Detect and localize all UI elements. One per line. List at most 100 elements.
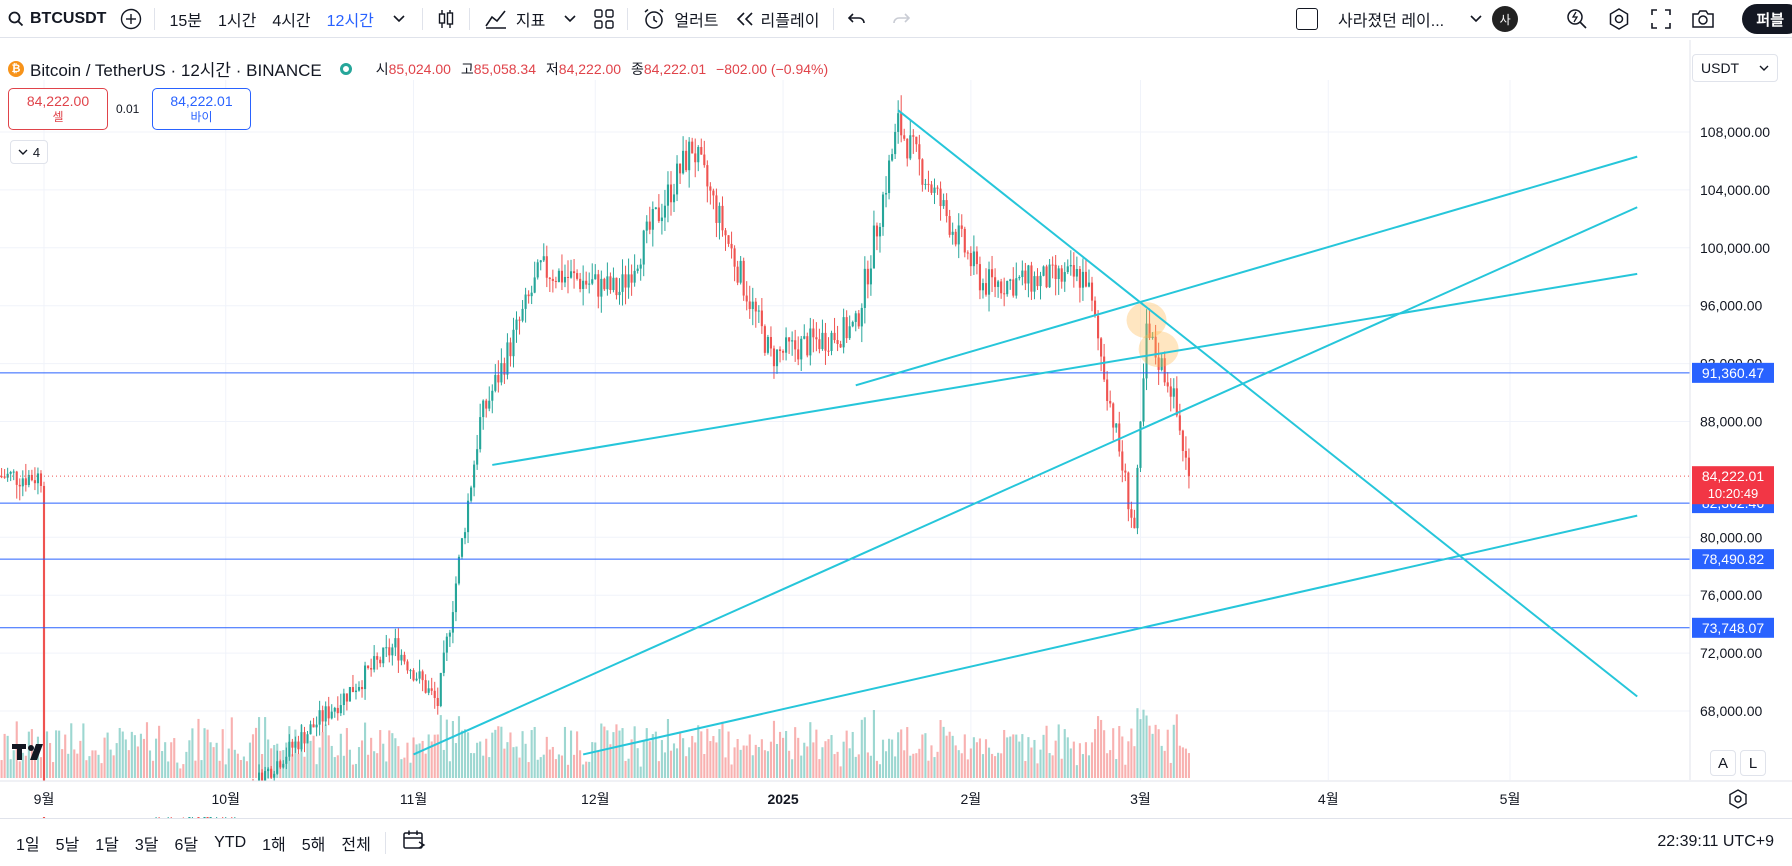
- timeframe-12h[interactable]: 12시간: [326, 12, 374, 30]
- candle: [872, 210, 875, 269]
- candle: [27, 470, 30, 488]
- layout-selector[interactable]: 사라졌던 레이... 사: [1296, 0, 1519, 38]
- volume-bar: [491, 732, 494, 778]
- quick-search-button[interactable]: [1560, 2, 1594, 36]
- volume-bar: [612, 732, 615, 778]
- timeframe-dropdown[interactable]: [382, 2, 416, 36]
- candle-body: [630, 274, 633, 283]
- axis-settings-icon: [1729, 789, 1747, 809]
- avatar[interactable]: 사: [1492, 6, 1519, 32]
- range-ytd[interactable]: YTD: [214, 833, 247, 851]
- candle-body: [751, 301, 754, 310]
- candle: [270, 766, 273, 780]
- candle: [833, 317, 836, 344]
- candle: [966, 250, 969, 260]
- candle: [785, 327, 788, 361]
- candle: [433, 681, 436, 709]
- volume-bar: [763, 750, 766, 778]
- add-symbol-button[interactable]: [114, 2, 148, 36]
- price-chart[interactable]: 108,000.00 104,000.00 100,000.00 96,000.00 9…: [0, 40, 1792, 820]
- indicators-dropdown[interactable]: [553, 2, 587, 36]
- change-value: −802.00 (−0.94%): [716, 60, 829, 77]
- replay-button[interactable]: 리플레이: [727, 0, 828, 38]
- candle: [733, 245, 736, 282]
- candle-body: [800, 338, 803, 360]
- volume-bar: [1054, 740, 1057, 778]
- volume-bar: [557, 754, 560, 778]
- log-scale-button[interactable]: L: [1740, 750, 1766, 776]
- clock[interactable]: 22:39:11 UTC+9: [1657, 833, 1774, 850]
- candle: [697, 145, 700, 172]
- volume-bar: [497, 726, 500, 778]
- chart-type-button[interactable]: [429, 2, 463, 36]
- volume-bar: [990, 753, 994, 778]
- candle: [527, 290, 530, 304]
- buy-button[interactable]: 84,222.01 바이: [152, 88, 251, 130]
- checkbox-icon: [1296, 8, 1318, 30]
- candle: [1015, 262, 1018, 299]
- settings-button[interactable]: [1602, 2, 1636, 36]
- candle-body: [385, 647, 388, 649]
- volume-bar: [1181, 747, 1184, 778]
- volume-bar: [1130, 728, 1133, 778]
- volume-bar: [55, 730, 58, 778]
- buy-label: 바이: [190, 110, 213, 124]
- candle-body: [457, 556, 461, 584]
- date-range-button[interactable]: [392, 829, 436, 856]
- candle: [421, 669, 424, 692]
- price-tags: 91,360.4782,362.4678,490.8273,748.0784,2…: [1692, 362, 1774, 638]
- candle: [884, 176, 888, 208]
- symbol-search[interactable]: BTCUSDT: [0, 0, 114, 38]
- snapshot-button[interactable]: [1686, 2, 1720, 36]
- candle-body: [1018, 277, 1021, 279]
- range-1y[interactable]: 1해: [262, 836, 286, 854]
- candle-body: [345, 693, 348, 702]
- candle-body: [303, 732, 306, 744]
- candle: [297, 735, 300, 755]
- alert-button[interactable]: 얼러트: [634, 0, 726, 38]
- range-6m[interactable]: 6달: [174, 836, 199, 854]
- currency-selector[interactable]: USDT: [1692, 54, 1778, 82]
- volume-bar: [227, 748, 230, 778]
- volume-bar: [139, 733, 142, 778]
- range-all[interactable]: 전체: [341, 836, 371, 854]
- volume-bar: [212, 747, 215, 778]
- candle-body: [9, 471, 12, 474]
- volume-bar: [651, 734, 654, 778]
- range-5d[interactable]: 5날: [55, 836, 80, 854]
- publish-button[interactable]: 퍼블: [1742, 4, 1792, 34]
- timeframe-15m[interactable]: 15분: [169, 12, 202, 30]
- timeframe-4h[interactable]: 4시간: [272, 12, 311, 30]
- volume-bar: [394, 738, 397, 778]
- volume-bar: [470, 753, 473, 778]
- volume-bar: [921, 734, 924, 778]
- indicators-button[interactable]: 지표: [476, 0, 553, 38]
- fullscreen-button[interactable]: [1644, 2, 1678, 36]
- candle-body: [1015, 278, 1018, 296]
- range-3m[interactable]: 3달: [134, 836, 159, 854]
- candle-body: [669, 184, 673, 203]
- candle-body: [745, 295, 748, 302]
- indicator-collapse-button[interactable]: 4: [10, 140, 48, 164]
- price-axis-bg: [1690, 40, 1790, 780]
- volume-bar: [403, 757, 406, 778]
- range-1m[interactable]: 1달: [95, 836, 119, 854]
- candle-body: [427, 688, 430, 693]
- redo-button[interactable]: [884, 2, 918, 36]
- auto-scale-button[interactable]: A: [1710, 750, 1736, 776]
- candle: [30, 469, 33, 482]
- layout-grid-button[interactable]: [587, 2, 621, 36]
- range-5y[interactable]: 5해: [301, 836, 326, 854]
- candle-body: [12, 471, 15, 473]
- candle: [990, 255, 994, 293]
- timeframe-1h[interactable]: 1시간: [217, 12, 257, 30]
- undo-button[interactable]: [840, 2, 874, 36]
- candle-body: [0, 476, 3, 478]
- volume-bar: [21, 752, 24, 778]
- sell-button[interactable]: 84,222.00 셀: [8, 88, 108, 130]
- candle-body: [815, 337, 818, 340]
- candle-body: [769, 337, 773, 349]
- range-1d[interactable]: 1일: [16, 836, 40, 854]
- candle-body: [733, 248, 736, 267]
- volume-bar: [800, 755, 803, 778]
